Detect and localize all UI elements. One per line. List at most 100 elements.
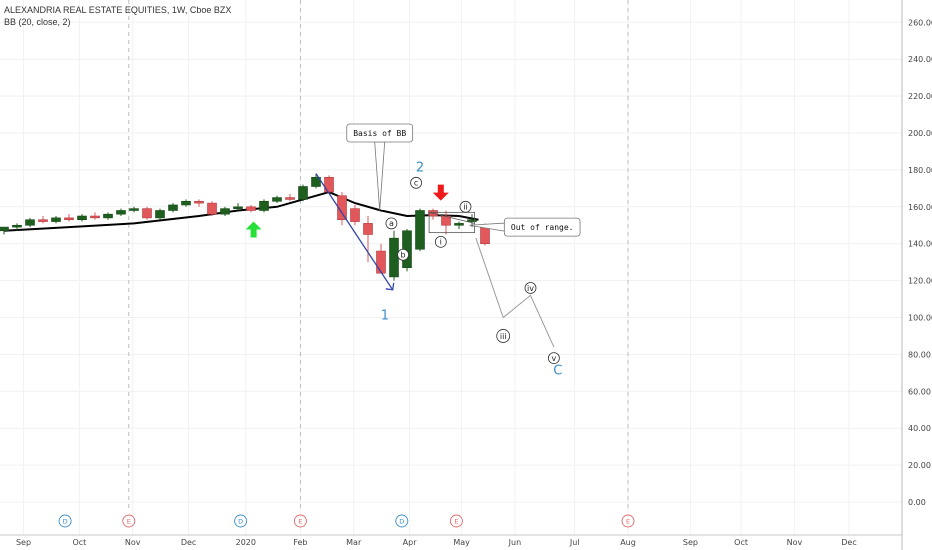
y-tick-label: 60.00 [908,387,931,396]
time-axis[interactable]: Sep Oct Nov Dec 2020 Feb Mar Apr May Jun Jul Aug Sep… [0,534,902,547]
candle [129,206,139,213]
event-marker[interactable]: D [58,514,72,528]
candle-body [272,197,282,202]
x-tick-label: Feb [293,538,307,547]
candle [181,199,191,207]
wave-count-label: 2 [416,161,424,176]
range-box [428,211,476,234]
x-tick-label: Aug [620,538,636,547]
candle-body [64,217,74,221]
x-tick-label: Mar [346,538,362,547]
y-tick-label: 220.00 [908,92,932,101]
candle [155,208,165,220]
candle-body [376,250,386,274]
candle [207,201,217,217]
candle-body [285,197,295,200]
wave-count-label: C [553,364,562,379]
candle-body [194,200,204,204]
candle [311,173,321,189]
candle-body [220,208,230,215]
x-tick-label: Oct [734,538,748,547]
event-marker-text: D [399,517,404,525]
event-marker[interactable]: E [621,514,635,528]
callout: Out of range. [469,217,581,237]
event-marker-text: E [127,517,131,525]
wave-label: b [397,248,410,261]
candle-body [233,206,243,209]
event-marker-circle [58,514,72,528]
candle [454,221,464,229]
candles [0,173,490,281]
candle [259,199,269,213]
wave-label: ii [459,200,472,213]
x-tick-label: Dec [841,538,856,547]
candle [272,195,282,204]
wave-label-circle [410,176,423,189]
arrow-up-icon [245,221,262,238]
wave-label: iv [524,282,537,294]
wave-label-text: c [414,179,418,188]
wave-label-circle [385,217,398,230]
x-tick-label: Jun [508,538,522,547]
wave-label-text: ii [463,203,467,212]
wave-label-circle [548,352,560,364]
grid [0,0,902,535]
wave-label-circle [459,200,472,213]
candle [415,208,425,252]
candle-body [142,208,152,219]
candle [337,192,347,226]
candle-body [207,202,217,215]
indicator-label[interactable]: BB (20, close, 2) [4,17,71,27]
candle-body [25,219,35,226]
y-tick-label: 0.00 [908,498,926,507]
candle [103,212,113,220]
candle-body [38,219,48,222]
y-tick-label: 180.00 [908,166,932,175]
x-tick-label: 2020 [236,538,256,547]
candle-body [454,223,464,226]
x-tick-label: Dec [181,538,196,547]
wave-label-text: b [401,251,406,260]
x-tick-label: Nov [125,538,141,547]
candle [246,204,256,213]
wave-count-label: 1 [381,308,389,323]
event-marker[interactable]: D [395,514,409,528]
event-marker[interactable]: E [449,514,463,528]
candle [142,206,152,220]
candle [38,216,48,224]
y-tick-label: 200.00 [908,129,932,138]
trend-arrowhead [385,282,395,291]
event-marker-circle [122,514,136,528]
candle-body [116,210,126,215]
y-tick-label: 100.00 [908,314,932,323]
candle [194,199,204,207]
candle-body [259,200,269,211]
candle [363,216,373,263]
candle [389,230,399,281]
event-marker[interactable]: E [293,514,307,528]
event-marker-text: D [238,517,243,525]
candle [298,184,308,202]
x-tick-label: May [453,538,470,547]
candle-body [311,176,321,187]
candle [25,217,35,228]
x-tick-label: Sep [683,538,698,547]
candle-body [77,215,87,221]
event-marker-circle [395,514,409,528]
y-tick-label: 40.00 [908,424,931,433]
wave-label-text: v [552,354,557,363]
y-tick-label: 160.00 [908,203,932,212]
event-marker[interactable]: D [234,514,248,528]
callout: Basis of BB [346,123,414,211]
event-marker-circle [621,514,635,528]
candle-body [324,176,334,193]
candle-body [90,215,100,219]
symbol-title[interactable]: ALEXANDRIA REAL ESTATE EQUITIES, 1W, Cbo… [4,5,232,15]
candle-body [363,223,373,235]
candle-body [0,226,9,232]
event-marker[interactable]: E [122,514,136,528]
price-axis[interactable]: 260.00 240.00 220.00 200.00 180.00 160.00 140.… [901,0,932,550]
event-marker-text: E [298,517,302,525]
